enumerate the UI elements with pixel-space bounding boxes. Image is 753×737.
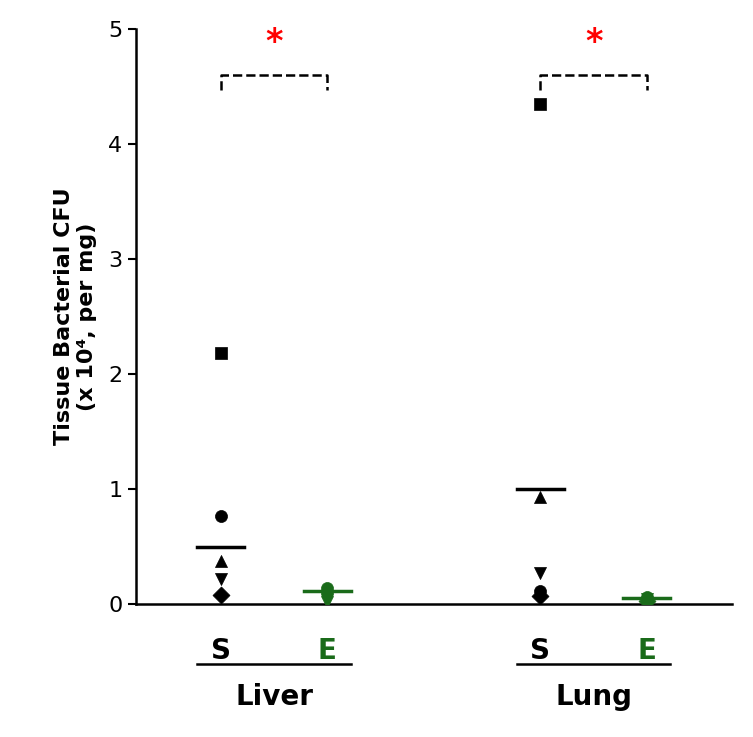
- Point: [641, 595, 653, 607]
- Point: [215, 510, 227, 522]
- Text: S: S: [211, 637, 230, 665]
- Point: [215, 555, 227, 567]
- Point: [322, 587, 334, 598]
- Point: [535, 98, 547, 110]
- Text: S: S: [530, 637, 550, 665]
- Y-axis label: Tissue Bacterial CFU
(x 10⁴, per mg): Tissue Bacterial CFU (x 10⁴, per mg): [53, 188, 97, 445]
- Text: E: E: [638, 637, 657, 665]
- Point: [215, 573, 227, 585]
- Point: [215, 348, 227, 360]
- Point: [535, 567, 547, 579]
- Text: *: *: [265, 26, 283, 59]
- Text: *: *: [585, 26, 602, 59]
- Point: [322, 596, 334, 608]
- Point: [535, 590, 547, 602]
- Point: [215, 590, 227, 601]
- Point: [535, 492, 547, 503]
- Point: [641, 591, 653, 603]
- Point: [322, 582, 334, 594]
- Point: [535, 584, 547, 596]
- Point: [641, 593, 653, 604]
- Text: Lung: Lung: [555, 682, 633, 710]
- Text: E: E: [318, 637, 337, 665]
- Text: Liver: Liver: [235, 682, 313, 710]
